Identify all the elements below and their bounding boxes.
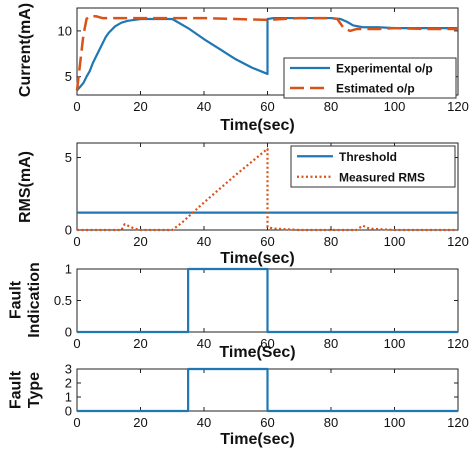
x-tick-label: 40	[197, 336, 211, 351]
y-tick-label: 3	[65, 362, 72, 377]
series-line-2	[77, 147, 458, 232]
series-line-1	[77, 267, 458, 334]
x-tick-label: 80	[324, 99, 338, 114]
x-tick-label: 100	[384, 99, 406, 114]
y-axis-title-line: Type	[26, 372, 43, 408]
x-tick-label: 20	[133, 234, 147, 249]
x-tick-label: 0	[73, 336, 80, 351]
y-tick-label: 0.5	[54, 293, 72, 308]
y-axis-title: Current(mA)	[17, 3, 34, 97]
y-tick-label: 10	[58, 23, 72, 38]
legend-box	[290, 145, 456, 188]
y-axis-title-line: Fault	[7, 280, 24, 319]
chart-panel-1: 0 20 40 60 80 100 120 5 10 Time(sec) Current(mA) Ex…	[17, 3, 469, 134]
legend-label: Estimated o/p	[336, 82, 415, 96]
x-axis-title: Time(sec)	[220, 250, 294, 267]
x-tick-label: 60	[260, 415, 274, 430]
series-line-1	[77, 367, 458, 413]
x-tick-label: 100	[384, 234, 406, 249]
x-tick-label: 80	[324, 336, 338, 351]
x-tick-label: 20	[133, 415, 147, 430]
chart-panel-2: 0 20 40 60 80 100 120 0 5 Time(sec) RMS(mA) Thresho…	[17, 142, 469, 267]
series-line-2	[75, 14, 458, 91]
x-tick-label: 60	[260, 234, 274, 249]
x-tick-label: 80	[324, 415, 338, 430]
y-axis-title: FaultType	[7, 370, 42, 409]
legend-label: Threshold	[339, 150, 397, 164]
y-tick-label: 1	[65, 390, 72, 405]
legend: Threshold Measured RMS	[290, 145, 456, 188]
y-tick-label: 2	[65, 376, 72, 391]
y-tick-label: 5	[65, 69, 72, 84]
x-tick-label: 40	[197, 415, 211, 430]
legend-label: Measured RMS	[339, 170, 425, 184]
x-tick-label: 120	[447, 415, 469, 430]
y-axis-title-line: Fault	[7, 370, 24, 409]
y-axis-title: FaultIndication	[7, 262, 42, 338]
legend-box	[283, 57, 457, 99]
x-tick-label: 60	[260, 336, 274, 351]
y-tick-label: 0	[65, 404, 72, 419]
x-tick-label: 100	[384, 415, 406, 430]
y-axis-title-line: Indication	[26, 262, 43, 338]
x-tick-label: 40	[197, 234, 211, 249]
x-tick-label: 20	[133, 336, 147, 351]
x-tick-label: 100	[384, 336, 406, 351]
y-tick-label: 0	[65, 325, 72, 340]
y-axis-title: RMS(mA)	[17, 151, 34, 223]
legend: Experimental o/p Estimated o/p	[283, 57, 457, 99]
y-tick-label: 5	[65, 150, 72, 165]
x-tick-label: 120	[447, 336, 469, 351]
x-tick-label: 120	[447, 99, 469, 114]
x-axis-title: Time(sec)	[220, 431, 294, 448]
x-tick-label: 20	[133, 99, 147, 114]
x-axis-title: Time(Sec)	[219, 344, 295, 361]
x-tick-label: 0	[73, 415, 80, 430]
x-tick-label: 40	[197, 99, 211, 114]
y-tick-label: 1	[65, 262, 72, 277]
x-tick-label: 0	[73, 99, 80, 114]
x-tick-label: 120	[447, 234, 469, 249]
legend-label: Experimental o/p	[336, 62, 433, 76]
x-tick-label: 60	[260, 99, 274, 114]
y-tick-label: 0	[65, 223, 72, 238]
x-axis-title: Time(sec)	[220, 117, 294, 134]
series-line-1	[76, 16, 458, 92]
chart-panel-3: 0 20 40 60 80 100 120 0 0.5 1 Time(Sec) FaultIndica…	[7, 262, 468, 362]
x-tick-label: 0	[73, 234, 80, 249]
x-tick-label: 80	[324, 234, 338, 249]
